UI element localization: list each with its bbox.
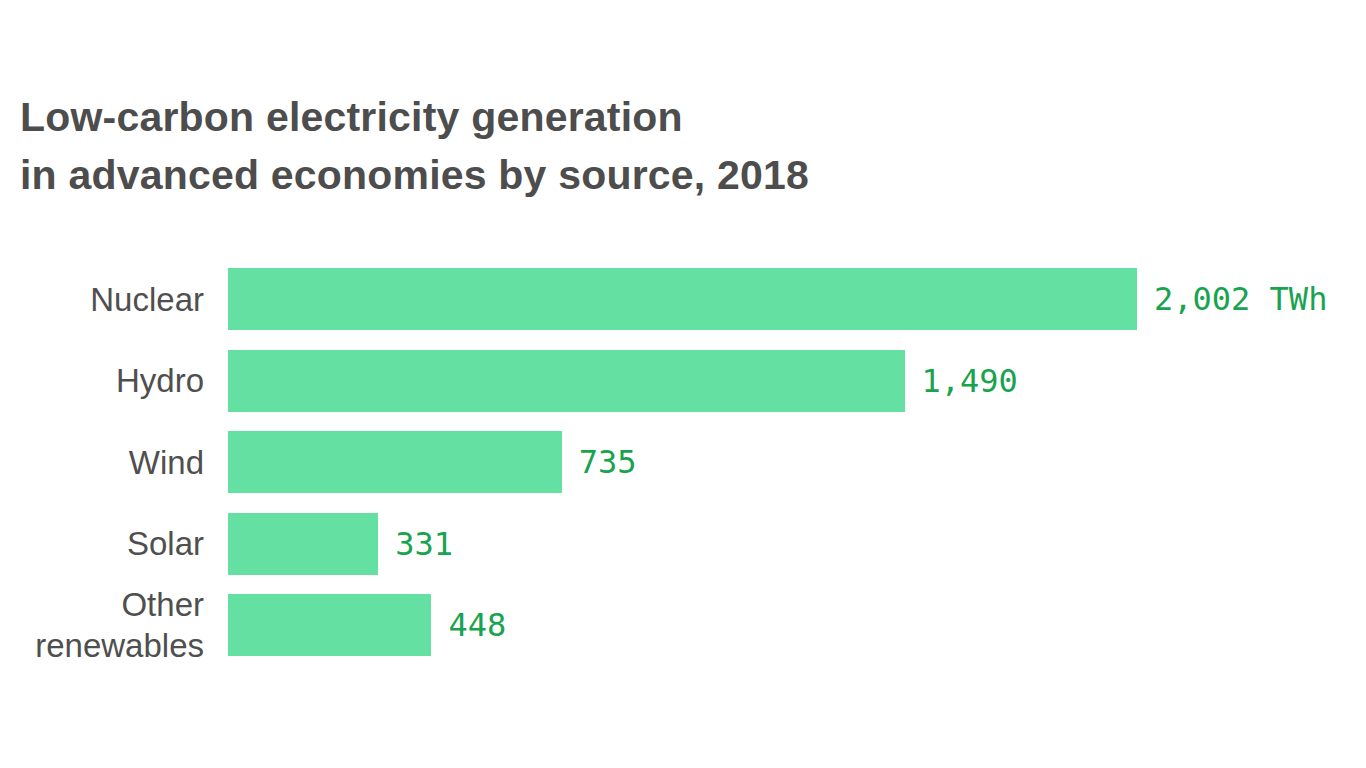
value-label-hydro: 1,490 [922, 362, 1018, 400]
category-label-hydro: Hydro [0, 360, 204, 401]
category-label-nuclear: Nuclear [0, 279, 204, 320]
chart-row-other-renewables: Other renewables448 [0, 594, 1366, 656]
category-label-other-renewables: Other renewables [0, 584, 204, 666]
bar-nuclear [228, 268, 1137, 330]
chart-row-hydro: Hydro 1,490 [0, 350, 1366, 412]
bar-wind [228, 431, 562, 493]
chart-title-line2: in advanced economies by source, 2018 [20, 146, 809, 204]
bar-other-renewables [228, 594, 431, 656]
bar-chart: Nuclear 2,002 TWh Hydro 1,490 Wind 735 Solar 33… [0, 268, 1366, 656]
chart-title-line1: Low-carbon electricity generation [20, 88, 809, 146]
chart-row-solar: Solar 331 [0, 513, 1366, 575]
value-label-solar: 331 [395, 525, 453, 563]
chart-title: Low-carbon electricity generation in adv… [20, 88, 809, 204]
bar-solar [228, 513, 378, 575]
value-label-nuclear: 2,002 TWh [1154, 280, 1327, 318]
chart-row-wind: Wind 735 [0, 431, 1366, 493]
value-label-wind: 735 [579, 443, 637, 481]
category-label-wind: Wind [0, 442, 204, 483]
bar-hydro [228, 350, 905, 412]
category-label-solar: Solar [0, 523, 204, 564]
chart-row-nuclear: Nuclear 2,002 TWh [0, 268, 1366, 330]
value-label-other-renewables: 448 [448, 606, 506, 644]
